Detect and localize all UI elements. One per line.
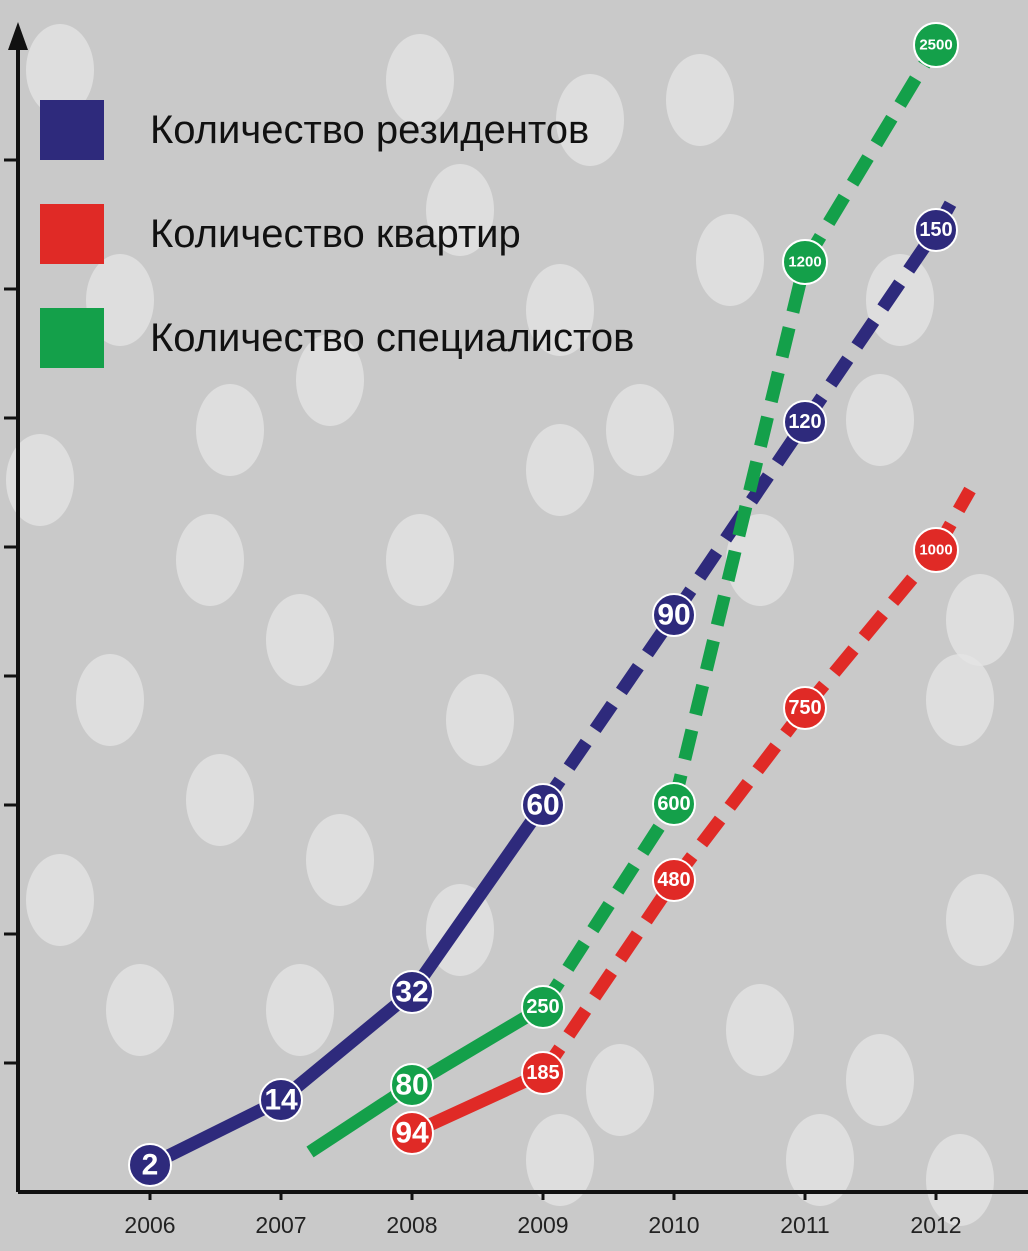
- legend-label-specialists: Количество специалистов: [150, 315, 635, 360]
- x-tick-label: 2006: [124, 1212, 176, 1238]
- data-point: [390, 1063, 434, 1107]
- data-label: 80: [395, 1069, 428, 1102]
- data-label: 32: [395, 976, 428, 1009]
- data-point: [521, 1051, 565, 1095]
- data-point: [521, 783, 565, 827]
- x-tick-label: 2011: [780, 1212, 830, 1238]
- data-label: 480: [657, 869, 690, 891]
- x-tick-label: 2008: [386, 1212, 438, 1238]
- data-point: [913, 527, 959, 573]
- x-tick-label: 2012: [910, 1212, 962, 1238]
- data-label: 750: [788, 697, 821, 719]
- data-point: [652, 593, 696, 637]
- legend-swatch-apartments: [40, 204, 104, 264]
- data-label: 150: [919, 219, 952, 241]
- series-line-segment: [667, 260, 812, 806]
- series-line-segment: [147, 1094, 284, 1171]
- legend-swatch-specialists: [40, 308, 104, 368]
- data-label: 1200: [788, 254, 821, 271]
- data-point: [782, 239, 828, 285]
- data-point: [652, 858, 696, 902]
- data-point: [128, 1143, 172, 1187]
- data-point: [914, 208, 958, 252]
- data-label: 2: [142, 1149, 159, 1182]
- data-point: [259, 1078, 303, 1122]
- data-label: 94: [395, 1117, 429, 1150]
- legend: Количество резидентов Количество квартир…: [40, 78, 634, 390]
- data-point: [390, 1111, 434, 1155]
- data-point: [390, 970, 434, 1014]
- legend-item-apartments: Количество квартир: [40, 182, 634, 286]
- data-label: 14: [264, 1084, 298, 1117]
- legend-item-residents: Количество резидентов: [40, 78, 634, 182]
- x-tick-label: 2010: [648, 1212, 700, 1238]
- legend-label-apartments: Количество квартир: [150, 211, 521, 256]
- series-line-segment: [799, 41, 942, 266]
- data-label: 2500: [919, 37, 952, 54]
- legend-label-residents: Количество резидентов: [150, 107, 590, 152]
- x-tick-label: 2009: [517, 1212, 569, 1238]
- data-label: 1000: [919, 542, 952, 559]
- data-point: [913, 22, 959, 68]
- data-label: 250: [526, 996, 559, 1018]
- data-label: 60: [526, 789, 559, 822]
- series-line-segment: [668, 704, 811, 884]
- data-point: [521, 985, 565, 1029]
- y-axis-arrow: [8, 22, 28, 50]
- data-label: 185: [526, 1062, 559, 1084]
- series-line-segment: [408, 1001, 547, 1091]
- data-label: 120: [788, 411, 821, 433]
- series-line-segment: [276, 986, 417, 1106]
- series-line-segment: [409, 1067, 546, 1139]
- legend-swatch-residents: [40, 100, 104, 160]
- data-label: 90: [657, 599, 690, 632]
- series-line-segment: [537, 800, 680, 1011]
- series-3: 80 250 600 1200 2500: [306, 22, 959, 1158]
- legend-item-specialists: Количество специалистов: [40, 286, 634, 390]
- series-line-segment: [537, 611, 680, 809]
- data-point: [652, 782, 696, 826]
- data-point: [783, 686, 827, 730]
- data-label: 600: [657, 793, 690, 815]
- series-line-segment: [799, 226, 942, 426]
- x-tick-label: 2007: [255, 1212, 307, 1238]
- data-point: [783, 400, 827, 444]
- series-2: 94 185 480 750 1000: [390, 486, 976, 1155]
- series-line-segment: [406, 801, 549, 996]
- series-line-segment: [537, 876, 680, 1077]
- series-line-segment: [799, 545, 942, 713]
